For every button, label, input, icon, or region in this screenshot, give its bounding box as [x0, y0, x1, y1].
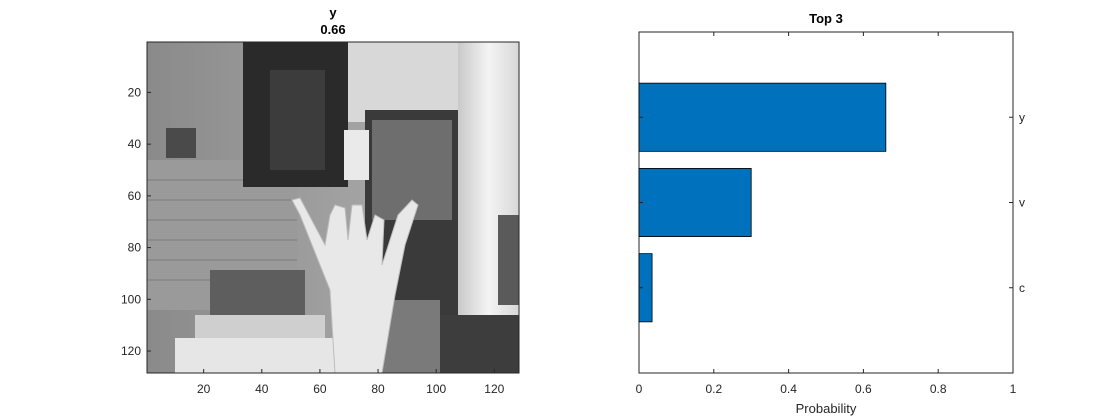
image-y-tick-label: 120: [121, 344, 141, 358]
image-panel: y 0.66: [121, 5, 520, 396]
x-axis-label: Probability: [796, 401, 857, 416]
image-axes-frame: [146, 41, 520, 374]
y-tick-label-y: y: [1019, 110, 1025, 124]
image-x-tick-label: 80: [371, 382, 385, 396]
y-tick-label-v: v: [1019, 196, 1025, 210]
image-x-tick-label: 100: [426, 382, 446, 396]
top3-bar-chart: Top 3 0 0.2 0.4 0.6 0.8 1 c v y Probability: [636, 11, 1025, 416]
image-y-tick-label: 80: [128, 241, 142, 255]
image-x-ticks: 20 40 60 80 100 120: [197, 369, 505, 396]
chart-title: Top 3: [809, 11, 843, 26]
x-tick-label: 0: [636, 382, 643, 396]
grayscale-photo: [147, 42, 519, 373]
image-x-tick-label: 40: [255, 382, 269, 396]
x-tick-label: 1: [1010, 382, 1017, 396]
y-axis-ticks: c v y: [639, 110, 1025, 295]
image-y-tick-label: 20: [128, 85, 142, 99]
image-y-tick-label: 60: [128, 189, 142, 203]
image-y-ticks: 20 40 60 80 100 120: [121, 85, 151, 358]
image-x-tick-label: 60: [313, 382, 327, 396]
image-y-tick-label: 40: [128, 137, 142, 151]
x-tick-label: 0.2: [705, 382, 722, 396]
x-tick-label: 0.8: [930, 382, 947, 396]
x-tick-label: 0.6: [855, 382, 872, 396]
image-y-tick-label: 100: [121, 292, 141, 306]
y-tick-label-c: c: [1019, 281, 1025, 295]
x-axis-ticks: 0 0.2 0.4 0.6 0.8 1: [636, 32, 1017, 396]
x-tick-label: 0.4: [780, 382, 797, 396]
bar-y: [638, 82, 887, 152]
bars-group: [638, 82, 887, 323]
image-title-label: y: [329, 5, 337, 20]
image-title-score: 0.66: [320, 22, 345, 37]
image-x-tick-label: 120: [484, 382, 504, 396]
bar-v: [638, 167, 752, 237]
image-x-tick-label: 20: [197, 382, 211, 396]
